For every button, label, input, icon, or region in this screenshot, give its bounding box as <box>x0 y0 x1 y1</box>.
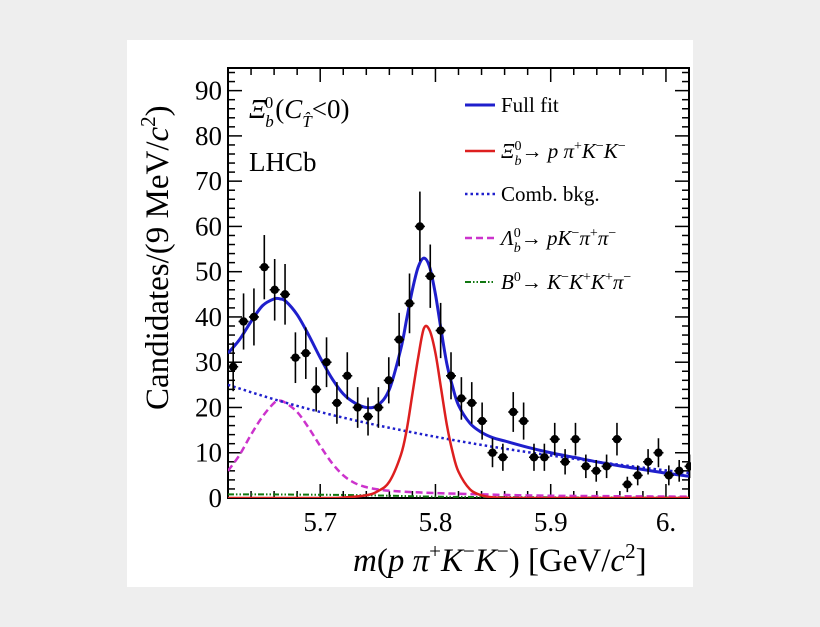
data-point <box>322 358 331 367</box>
data-point <box>280 290 290 299</box>
data-point <box>602 462 611 471</box>
decay-mode-annotation: Ξb0(CT̂<0) <box>249 93 349 131</box>
legend: Full fit Ξb0→ p π+K−K− Comb. bkg. Λb0→ p… <box>465 93 631 294</box>
y-axis-title: Candidates/(9 MeV/c2) <box>136 105 176 410</box>
data-point <box>571 434 580 444</box>
y-tick-label: 70 <box>195 166 222 196</box>
data-point <box>353 403 362 412</box>
data-point <box>363 412 373 421</box>
data-point <box>519 416 528 426</box>
fit-curves <box>228 256 690 498</box>
data-point <box>374 403 383 412</box>
data-point <box>498 453 508 462</box>
data-point <box>436 326 445 335</box>
experiment-label: LHCb <box>249 147 317 177</box>
legend-label-b0: B0→ K−K+K+π− <box>501 270 631 294</box>
data-points <box>228 191 691 493</box>
legend-label-comb-bkg: Comb. bkg. <box>501 182 600 206</box>
data-point <box>311 385 321 394</box>
data-point <box>301 348 310 358</box>
y-tick-label: 80 <box>195 121 222 151</box>
data-point <box>457 394 466 403</box>
plot-area <box>228 191 691 498</box>
data-point <box>664 471 674 480</box>
x-tick-label: 5.7 <box>303 507 337 537</box>
y-tick-label: 30 <box>195 347 222 377</box>
data-point <box>343 371 352 380</box>
y-tick-label: 20 <box>195 392 222 422</box>
data-point <box>270 285 279 294</box>
signal-curve <box>228 324 689 498</box>
y-tick-label: 40 <box>195 302 222 332</box>
data-point <box>239 317 248 326</box>
data-point <box>467 398 476 408</box>
data-point <box>426 272 435 281</box>
data-point <box>291 353 300 362</box>
y-tick-labels: 0 10 20 30 40 50 60 70 80 90 <box>195 76 222 513</box>
data-point <box>592 466 601 476</box>
data-point <box>643 457 653 466</box>
chart: 0 10 20 30 40 50 60 70 80 90 5.7 5.8 5.9 6. Ξb0(CT̂<… <box>136 67 691 579</box>
y-tick-label: 10 <box>195 438 222 468</box>
x-axis-title: m(p π+K−K−) [GeV/c2] <box>353 539 647 579</box>
data-point <box>384 376 393 385</box>
data-point <box>654 448 663 457</box>
lambda-b-curve <box>228 399 690 498</box>
data-point <box>446 371 456 380</box>
legend-label-signal: Ξb0→ p π+K−K− <box>501 139 626 169</box>
x-tick-label: 5.9 <box>534 507 568 537</box>
chart-panel: 0 10 20 30 40 50 60 70 80 90 5.7 5.8 5.9 6. Ξb0(CT̂<… <box>127 40 693 587</box>
data-point <box>581 462 591 471</box>
data-point <box>612 434 622 444</box>
y-tick-label: 50 <box>195 257 222 287</box>
data-point <box>228 362 238 371</box>
data-point <box>415 222 425 231</box>
legend-label-lambda-b: Λb0→ pK−π+π− <box>499 226 616 256</box>
data-point <box>550 434 559 444</box>
data-point <box>394 335 404 344</box>
x-tick-label: 5.8 <box>419 507 453 537</box>
data-point <box>488 448 497 457</box>
axis-ticks <box>227 68 690 499</box>
data-point <box>332 398 342 408</box>
data-point <box>560 457 570 466</box>
y-tick-label: 90 <box>195 76 222 106</box>
x-tick-labels: 5.7 5.8 5.9 6. <box>303 507 676 537</box>
data-point <box>509 407 518 417</box>
data-point <box>249 312 259 322</box>
data-point <box>477 416 487 426</box>
legend-label-full-fit: Full fit <box>501 93 559 117</box>
data-point <box>633 471 642 480</box>
y-tick-label: 0 <box>209 483 223 513</box>
data-point <box>260 262 269 272</box>
data-point <box>685 462 691 471</box>
data-point <box>675 466 684 476</box>
data-point <box>623 480 632 489</box>
data-point <box>540 453 549 462</box>
x-tick-label: 6. <box>656 507 676 537</box>
data-point <box>405 299 414 308</box>
data-point <box>529 453 539 462</box>
y-tick-label: 60 <box>195 211 222 241</box>
